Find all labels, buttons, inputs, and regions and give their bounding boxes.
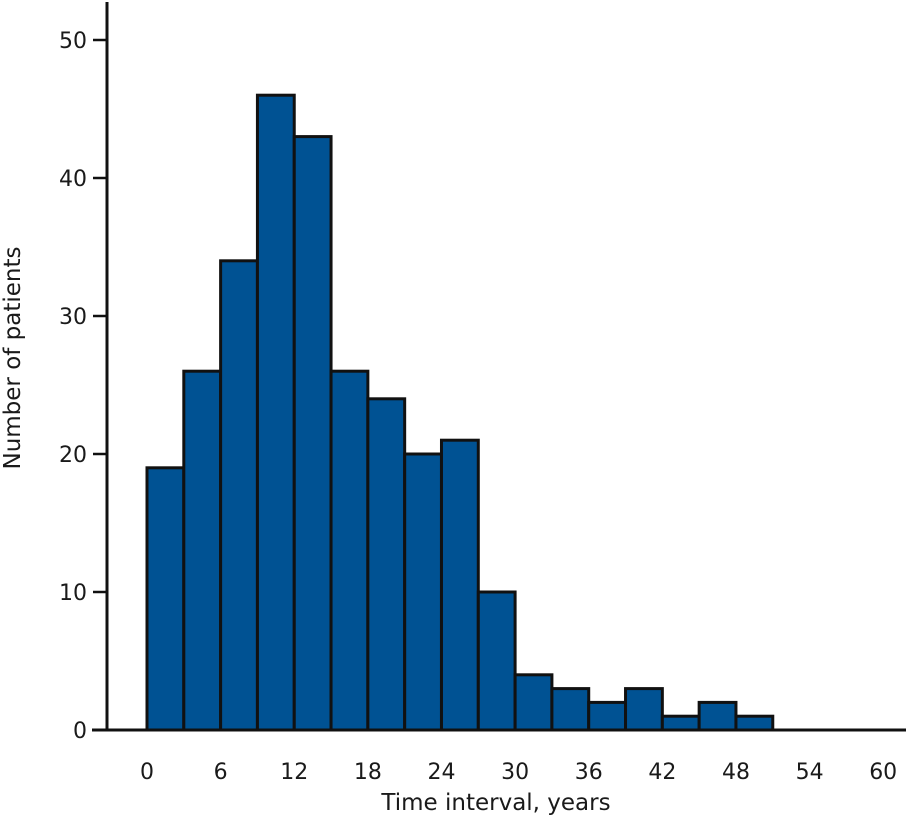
x-tick-label: 6 (214, 760, 228, 785)
x-tick-label: 48 (722, 760, 750, 785)
histogram-bar (292, 135, 333, 732)
histogram-bar (403, 452, 443, 732)
x-tick-label: 60 (869, 760, 897, 785)
histogram-bar (660, 714, 701, 732)
bars-group (145, 93, 775, 732)
histogram-bar (145, 466, 186, 732)
x-tick-label: 36 (575, 760, 603, 785)
histogram-bar (366, 397, 407, 732)
x-axis-title: Time interval, years (380, 790, 610, 816)
histogram-bar (550, 687, 591, 732)
histogram-bar (697, 700, 738, 732)
y-tick-label: 30 (59, 305, 87, 330)
y-tick-label: 20 (59, 443, 87, 468)
x-tick-label: 42 (648, 760, 676, 785)
y-tick-label: 50 (59, 29, 87, 54)
axes-group (92, 2, 906, 732)
y-tick-label: 0 (73, 719, 87, 744)
x-tick-label: 12 (280, 760, 308, 785)
histogram-bar (329, 369, 370, 732)
histogram-bar (439, 438, 480, 732)
histogram-bar (476, 590, 517, 732)
y-ticks-group: 0 10 20 30 40 50 (59, 29, 107, 744)
y-axis-title: Number of patients (0, 246, 26, 469)
histogram-bar (587, 700, 628, 732)
x-tick-label: 24 (427, 760, 455, 785)
y-tick-label: 10 (59, 581, 87, 606)
x-ticks-group: 0 6 12 18 24 30 36 42 48 54 60 (140, 760, 897, 785)
y-tick-label: 40 (59, 167, 87, 192)
histogram-bar (624, 687, 664, 732)
x-tick-label: 18 (354, 760, 382, 785)
x-tick-label: 30 (501, 760, 529, 785)
histogram-bar (219, 259, 259, 732)
histogram-bar (734, 714, 775, 732)
histogram-bar (182, 369, 223, 732)
x-tick-label: 54 (796, 760, 824, 785)
x-tick-label: 0 (140, 760, 154, 785)
histogram-bar (513, 673, 554, 732)
histogram-bar (255, 93, 296, 732)
